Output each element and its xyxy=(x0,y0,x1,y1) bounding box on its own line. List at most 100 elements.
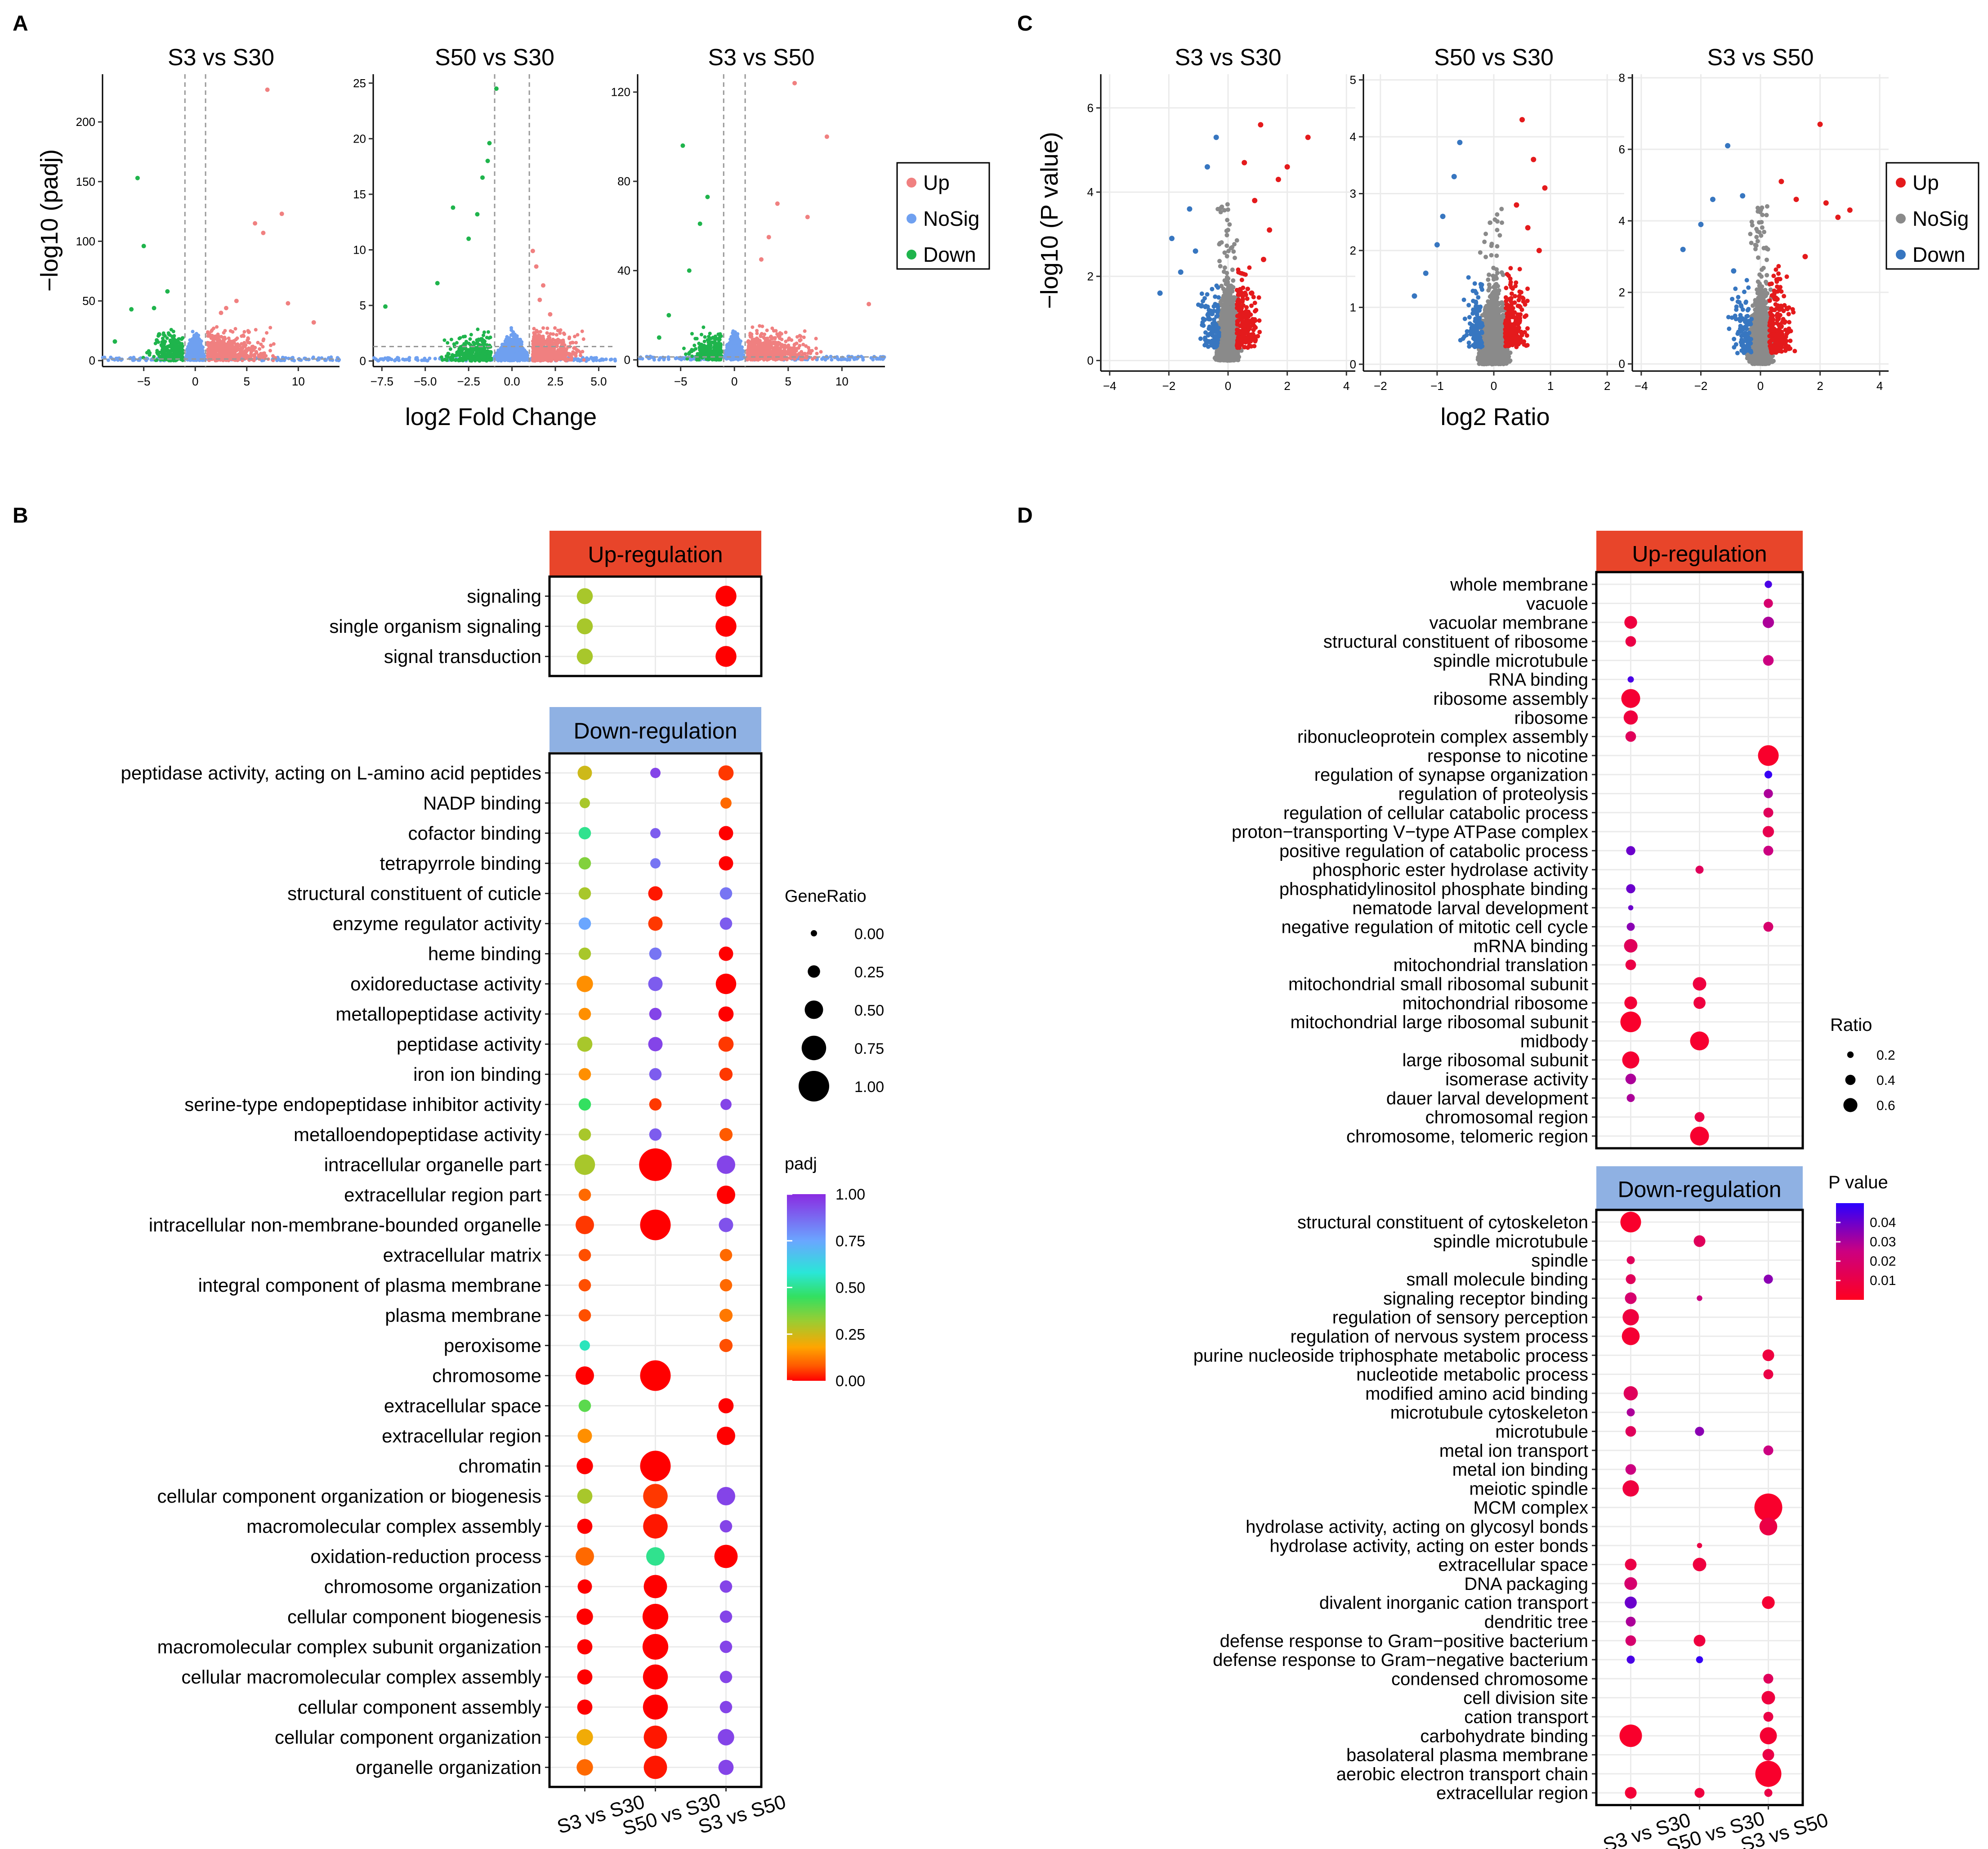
nosig-point xyxy=(407,356,411,360)
down-point xyxy=(471,357,475,361)
up-point xyxy=(254,350,258,354)
up-point xyxy=(545,331,549,335)
nosig-point xyxy=(199,339,203,343)
nosig-point xyxy=(733,334,737,338)
up-point xyxy=(771,348,775,352)
down-point xyxy=(448,347,452,351)
nosig-point xyxy=(515,334,519,338)
nosig-point xyxy=(496,348,500,352)
up-point xyxy=(801,343,805,347)
nosig-point xyxy=(738,349,742,353)
down-point xyxy=(168,339,172,343)
down-point xyxy=(702,340,706,344)
down-point xyxy=(159,350,163,354)
nosig-point xyxy=(666,355,670,359)
up-point xyxy=(261,339,265,343)
up-point xyxy=(773,358,777,362)
nosig-point xyxy=(658,356,662,360)
up-point xyxy=(233,327,237,331)
down-point xyxy=(486,330,490,334)
down-point xyxy=(478,358,482,363)
up-point xyxy=(543,349,547,353)
up-point xyxy=(256,340,260,345)
up-point xyxy=(265,87,270,92)
down-point xyxy=(112,339,117,344)
up-point xyxy=(574,340,578,345)
down-point xyxy=(494,86,499,91)
up-point xyxy=(530,248,535,253)
down-point xyxy=(455,341,459,345)
y-tick-label: 0 xyxy=(624,353,630,367)
down-point xyxy=(474,352,478,356)
up-point xyxy=(572,351,576,355)
up-point xyxy=(311,320,316,325)
up-point xyxy=(261,230,266,235)
up-point xyxy=(210,328,214,332)
up-point xyxy=(765,343,769,347)
y-tick-label: 5 xyxy=(360,299,366,312)
nosig-point xyxy=(732,337,736,341)
up-point xyxy=(749,335,753,339)
up-point xyxy=(279,211,284,216)
up-point xyxy=(558,328,563,332)
nosig-point xyxy=(613,357,617,361)
up-point xyxy=(252,345,256,349)
y-tick-label: 25 xyxy=(353,76,366,90)
up-point xyxy=(213,335,217,339)
nosig-point xyxy=(106,358,110,362)
up-point xyxy=(246,329,250,333)
up-point xyxy=(751,325,755,329)
up-point xyxy=(534,264,539,269)
up-point xyxy=(531,345,535,349)
up-point xyxy=(212,354,216,358)
nosig-point xyxy=(523,358,527,362)
down-point xyxy=(701,325,706,329)
up-point xyxy=(791,349,795,353)
down-point xyxy=(167,332,171,336)
up-point xyxy=(268,326,273,330)
down-point xyxy=(165,336,169,340)
down-point xyxy=(449,337,453,341)
up-point xyxy=(219,310,223,315)
subplot-title: S3 vs S30 xyxy=(168,45,274,71)
down-point xyxy=(478,338,482,342)
up-point xyxy=(253,354,257,358)
y-tick-label: 0 xyxy=(360,354,366,368)
up-point xyxy=(803,329,807,333)
up-point xyxy=(805,215,810,219)
down-point xyxy=(457,336,461,340)
x-tick-label: 2.5 xyxy=(547,375,563,388)
nosig-point xyxy=(737,337,741,341)
up-point xyxy=(578,354,582,358)
panel-label-d: D xyxy=(1017,504,1033,528)
down-point xyxy=(435,281,440,286)
up-point xyxy=(581,349,585,354)
up-point xyxy=(207,348,211,352)
down-point xyxy=(469,352,473,356)
down-point xyxy=(473,348,477,352)
up-point xyxy=(227,353,231,357)
nosig-point xyxy=(871,358,875,362)
nosig-point xyxy=(194,347,198,351)
nosig-point xyxy=(191,330,195,334)
up-point xyxy=(815,351,819,355)
nosig-point xyxy=(730,340,734,345)
y-tick-label: 120 xyxy=(611,85,630,99)
up-point xyxy=(269,343,273,347)
down-point xyxy=(485,158,490,163)
down-point xyxy=(163,340,167,344)
x-tick-label: −2.5 xyxy=(457,375,480,388)
nosig-point xyxy=(383,356,387,360)
nosig-point xyxy=(192,333,197,337)
panel-label-b: B xyxy=(13,504,28,528)
nosig-point xyxy=(514,342,518,346)
nosig-point xyxy=(839,358,843,362)
nosig-point xyxy=(131,356,135,360)
down-point xyxy=(173,343,177,347)
up-point xyxy=(770,337,774,341)
down-point xyxy=(451,205,456,210)
up-point xyxy=(824,134,829,139)
nosig-point xyxy=(601,358,605,362)
down-point xyxy=(486,358,490,362)
